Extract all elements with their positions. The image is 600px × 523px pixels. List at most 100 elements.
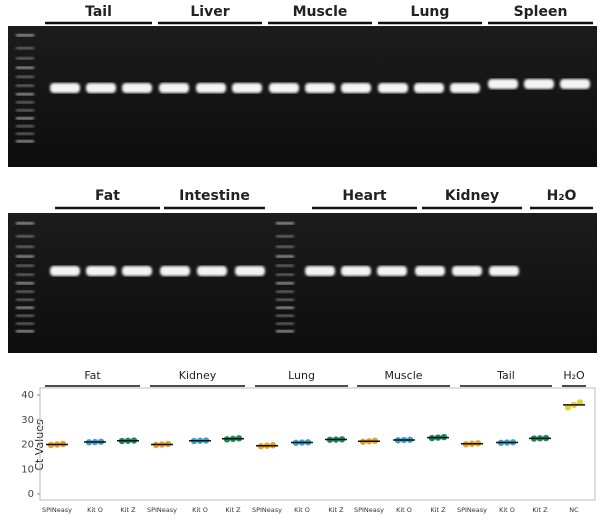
replicate-dot bbox=[576, 399, 584, 406]
ladder-band bbox=[16, 222, 34, 225]
ladder-band bbox=[276, 290, 294, 293]
x-tick-label: Kit O bbox=[396, 506, 412, 514]
gel-bottom-right bbox=[270, 213, 597, 353]
dna-band bbox=[159, 83, 189, 93]
dna-band bbox=[50, 266, 80, 276]
lane-label: Intestine bbox=[179, 188, 250, 204]
ladder-band bbox=[276, 222, 294, 225]
x-tick-label: NC bbox=[569, 506, 579, 514]
dna-band bbox=[196, 83, 226, 93]
ladder-band bbox=[16, 34, 34, 37]
ladder-band bbox=[16, 322, 34, 325]
group-label: Muscle bbox=[384, 369, 422, 382]
ladder-band bbox=[16, 314, 34, 317]
gel-top bbox=[8, 26, 597, 167]
ladder-band bbox=[16, 75, 34, 79]
lane-label: Lung bbox=[411, 4, 450, 20]
ladder-band bbox=[16, 66, 34, 70]
dna-band bbox=[235, 266, 265, 276]
lane-label: Kidney bbox=[445, 188, 499, 204]
ladder-band bbox=[16, 298, 34, 302]
dna-band bbox=[415, 266, 445, 276]
x-tick-label: Kit Z bbox=[532, 506, 548, 514]
dna-band bbox=[452, 266, 482, 276]
lane-label: Tail bbox=[85, 4, 112, 20]
ladder-band bbox=[276, 298, 294, 302]
y-tick-label: 0 bbox=[28, 489, 34, 500]
ladder-band bbox=[16, 92, 34, 96]
group-label: Tail bbox=[496, 369, 515, 382]
x-tick-label: Kit O bbox=[87, 506, 103, 514]
ladder-band bbox=[16, 84, 34, 87]
dna-band bbox=[450, 83, 480, 93]
dna-band bbox=[122, 266, 152, 276]
ladder-band bbox=[276, 235, 294, 238]
y-tick-label: 40 bbox=[21, 390, 34, 401]
lane-label: Fat bbox=[95, 188, 120, 204]
ladder-band bbox=[16, 264, 34, 267]
ladder-band bbox=[276, 245, 294, 249]
ladder-band bbox=[16, 124, 34, 128]
ladder-band bbox=[276, 306, 294, 310]
gel-bottom-left bbox=[8, 213, 270, 353]
dna-band bbox=[560, 79, 590, 89]
ladder-band bbox=[16, 306, 34, 310]
dna-band bbox=[269, 83, 299, 93]
dna-band bbox=[524, 79, 554, 89]
x-tick-label: SPINeasy bbox=[354, 506, 384, 514]
ladder-band bbox=[16, 109, 34, 112]
x-tick-label: SPINeasy bbox=[252, 506, 282, 514]
dna-band bbox=[86, 266, 116, 276]
x-tick-label: Kit Z bbox=[430, 506, 446, 514]
ladder-band bbox=[276, 273, 294, 276]
ladder-band bbox=[16, 57, 34, 60]
dna-band bbox=[414, 83, 444, 93]
ladder-band bbox=[276, 281, 294, 285]
group-label: H₂O bbox=[563, 369, 585, 382]
dna-band bbox=[341, 266, 371, 276]
y-tick-label: 30 bbox=[21, 415, 34, 426]
dna-band bbox=[341, 83, 371, 93]
ladder-band bbox=[276, 314, 294, 317]
x-tick-label: Kit O bbox=[499, 506, 515, 514]
dna-band bbox=[122, 83, 152, 93]
replicate-dot bbox=[564, 404, 572, 411]
x-tick-label: Kit O bbox=[192, 506, 208, 514]
ladder-band bbox=[16, 330, 34, 333]
dna-band bbox=[488, 79, 518, 89]
dna-band bbox=[378, 83, 408, 93]
ladder-band bbox=[16, 117, 34, 120]
dna-band bbox=[377, 266, 407, 276]
x-tick-label: SPINeasy bbox=[147, 506, 177, 514]
ladder-band bbox=[16, 132, 34, 135]
lane-label: H₂O bbox=[547, 188, 577, 204]
group-label: Kidney bbox=[179, 369, 217, 382]
ladder-band bbox=[16, 46, 34, 50]
dna-band bbox=[197, 266, 227, 276]
x-tick-label: SPINeasy bbox=[42, 506, 72, 514]
ladder-band bbox=[16, 101, 34, 104]
dna-band bbox=[50, 83, 80, 93]
ladder-band bbox=[16, 281, 34, 285]
x-tick-label: Kit Z bbox=[328, 506, 344, 514]
ladder-band bbox=[16, 140, 34, 143]
ladder-band bbox=[16, 255, 34, 258]
y-tick-label: 20 bbox=[21, 440, 34, 451]
ladder-band bbox=[16, 245, 34, 249]
lane-label: Heart bbox=[342, 188, 387, 204]
group-label: Fat bbox=[84, 369, 101, 382]
ladder-band bbox=[276, 330, 294, 333]
dna-band bbox=[86, 83, 116, 93]
lane-label: Muscle bbox=[293, 4, 348, 20]
dna-band bbox=[489, 266, 519, 276]
dna-band bbox=[160, 266, 190, 276]
group-label: Lung bbox=[288, 369, 315, 382]
ladder-band bbox=[16, 235, 34, 238]
ladder-band bbox=[16, 290, 34, 293]
lane-label: Liver bbox=[190, 4, 229, 20]
dna-band bbox=[305, 83, 335, 93]
x-tick-label: SPINeasy bbox=[457, 506, 487, 514]
ladder-band bbox=[276, 264, 294, 267]
x-tick-label: Kit O bbox=[294, 506, 310, 514]
